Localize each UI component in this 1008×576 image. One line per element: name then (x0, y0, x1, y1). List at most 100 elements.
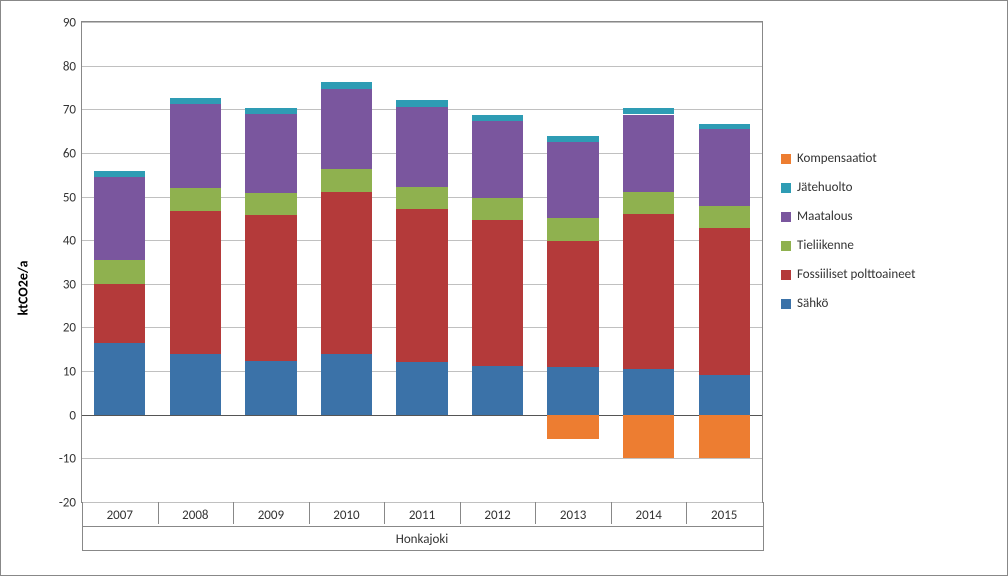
x-category-separator (384, 502, 385, 524)
y-tick-label: 30 (63, 277, 82, 292)
bar-group (245, 22, 296, 502)
legend-item-tieliikenne: Tieliikenne (781, 238, 915, 253)
y-tick-label: 20 (63, 321, 82, 336)
x-category-label: 2014 (635, 502, 661, 523)
bar-segment-jatehuolto (396, 100, 447, 107)
x-category-separator (460, 502, 461, 524)
bar-segment-tieliikenne (94, 260, 145, 284)
legend-label: Maatalous (797, 209, 853, 224)
bar-segment-fossiiliset (94, 284, 145, 343)
bar-group (547, 22, 598, 502)
bar-segment-kompensaatiot (623, 415, 674, 459)
y-tick-label: 60 (63, 146, 82, 161)
y-tick-label: 80 (63, 59, 82, 74)
bar-segment-maatalous (547, 142, 598, 219)
x-category-label: 2009 (258, 502, 284, 523)
bar-segment-sahko (94, 343, 145, 415)
bar-segment-kompensaatiot (547, 415, 598, 439)
y-tick-label: 0 (69, 408, 82, 423)
legend-label: Fossiiliset polttoaineet (797, 267, 915, 282)
bar-segment-maatalous (245, 114, 296, 193)
bar-segment-sahko (245, 361, 296, 415)
bar-segment-jatehuolto (170, 98, 221, 104)
legend-swatch (781, 270, 791, 280)
bars-layer (82, 22, 762, 502)
bar-group (472, 22, 523, 502)
bar-segment-jatehuolto (321, 82, 372, 89)
bar-group (321, 22, 372, 502)
legend-swatch (781, 154, 791, 164)
y-tick-label: 70 (63, 103, 82, 118)
x-category-label: 2015 (711, 502, 737, 523)
bar-segment-fossiiliset (170, 211, 221, 354)
bar-segment-fossiiliset (321, 192, 372, 353)
bar-segment-maatalous (472, 121, 523, 198)
legend-swatch (781, 183, 791, 193)
bar-segment-fossiiliset (699, 228, 750, 375)
bar-segment-maatalous (699, 129, 750, 206)
legend-swatch (781, 241, 791, 251)
x-category-label: 2010 (333, 502, 359, 523)
bar-segment-tieliikenne (623, 192, 674, 214)
bar-group (170, 22, 221, 502)
bar-segment-jatehuolto (94, 171, 145, 177)
legend: Kompensaatiot Jätehuolto Maatalous Tieliike… (781, 151, 915, 325)
x-category-label: 2011 (409, 502, 435, 523)
legend-item-jatehuolto: Jätehuolto (781, 180, 915, 195)
legend-label: Kompensaatiot (797, 151, 877, 166)
bar-segment-fossiiliset (623, 214, 674, 369)
bar-segment-sahko (699, 375, 750, 415)
bar-segment-tieliikenne (170, 188, 221, 211)
bar-segment-jatehuolto (547, 136, 598, 142)
bar-segment-jatehuolto (245, 108, 296, 114)
bar-segment-tieliikenne (547, 218, 598, 241)
legend-swatch (781, 212, 791, 222)
x-category-separator (686, 502, 687, 524)
plot-area: -20-100102030405060708090 Honkajoki 2007… (81, 21, 763, 503)
legend-item-kompensaatiot: Kompensaatiot (781, 151, 915, 166)
x-category-separator (309, 502, 310, 524)
bar-segment-fossiiliset (396, 209, 447, 363)
bar-segment-tieliikenne (245, 193, 296, 215)
bar-segment-sahko (547, 367, 598, 415)
bar-segment-maatalous (321, 89, 372, 169)
x-category-label: 2007 (107, 502, 133, 523)
legend-label: Sähkö (797, 296, 828, 311)
y-tick-label: 90 (63, 16, 82, 31)
y-tick-label: 50 (63, 190, 82, 205)
x-category-separator (611, 502, 612, 524)
y-axis-label: ktCO2e/a (15, 260, 32, 315)
x-category-separator (535, 502, 536, 524)
legend-label: Tieliikenne (797, 238, 854, 253)
bar-segment-sahko (321, 354, 372, 415)
x-category-separator (233, 502, 234, 524)
bar-segment-sahko (472, 366, 523, 415)
y-tick-label: -20 (59, 496, 82, 511)
bar-segment-kompensaatiot (699, 415, 750, 459)
y-tick-label: 10 (63, 365, 82, 380)
bar-segment-sahko (396, 362, 447, 414)
y-tick-label: 40 (63, 234, 82, 249)
legend-swatch (781, 299, 791, 309)
legend-item-sahko: Sähkö (781, 296, 915, 311)
bar-group (699, 22, 750, 502)
x-category-label: 2013 (560, 502, 586, 523)
legend-item-fossiiliset: Fossiiliset polttoaineet (781, 267, 915, 282)
bar-segment-tieliikenne (321, 169, 372, 192)
bar-segment-jatehuolto (623, 108, 674, 114)
x-category-label: 2012 (484, 502, 510, 523)
bar-group (94, 22, 145, 502)
legend-item-maatalous: Maatalous (781, 209, 915, 224)
chart-container: ktCO2e/a -20-100102030405060708090 Honka… (0, 0, 1008, 576)
bar-segment-sahko (170, 354, 221, 415)
bar-segment-maatalous (623, 115, 674, 193)
bar-segment-maatalous (170, 104, 221, 188)
bar-segment-fossiiliset (547, 241, 598, 367)
bar-segment-sahko (623, 369, 674, 415)
bar-segment-tieliikenne (396, 187, 447, 209)
bar-segment-tieliikenne (699, 206, 750, 228)
bar-group (623, 22, 674, 502)
bar-segment-tieliikenne (472, 198, 523, 220)
bar-segment-jatehuolto (699, 124, 750, 130)
bar-segment-maatalous (94, 177, 145, 260)
